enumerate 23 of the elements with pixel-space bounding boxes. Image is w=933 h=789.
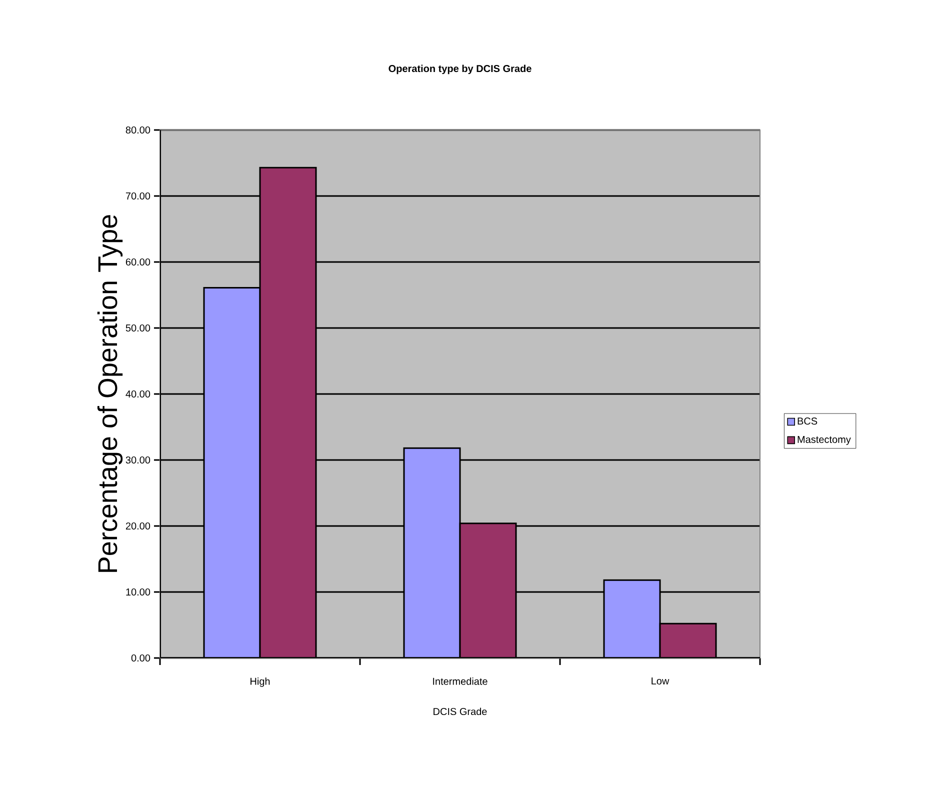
y-axis-title: Percentage of Operation Type <box>97 215 123 572</box>
y-tick-label: 10.00 <box>126 588 150 596</box>
x-tick-label: Low <box>652 678 670 685</box>
bar <box>403 447 461 658</box>
x-axis-title: DCIS Grade <box>434 708 487 716</box>
y-tick-label: 40.00 <box>126 390 150 398</box>
y-tick-label: 30.00 <box>126 456 150 464</box>
bar <box>603 579 661 658</box>
bar <box>259 166 317 658</box>
legend-label: BCS <box>798 418 818 425</box>
bar <box>203 286 261 658</box>
x-tick-label: High <box>250 678 270 687</box>
y-tick-label: 0.00 <box>131 654 150 662</box>
y-tick-label: 70.00 <box>126 192 150 200</box>
y-tick-label: 20.00 <box>126 522 150 530</box>
chart-title: Operation type by DCIS Grade <box>388 64 532 74</box>
y-tick-label: 80.00 <box>126 126 150 134</box>
y-tick-label: 60.00 <box>126 258 150 266</box>
legend-label: Mastectomy <box>798 436 851 445</box>
y-tick-label: 50.00 <box>126 324 150 332</box>
bar <box>659 622 717 658</box>
bar <box>459 522 517 658</box>
x-tick-label: Intermediate <box>433 678 488 685</box>
